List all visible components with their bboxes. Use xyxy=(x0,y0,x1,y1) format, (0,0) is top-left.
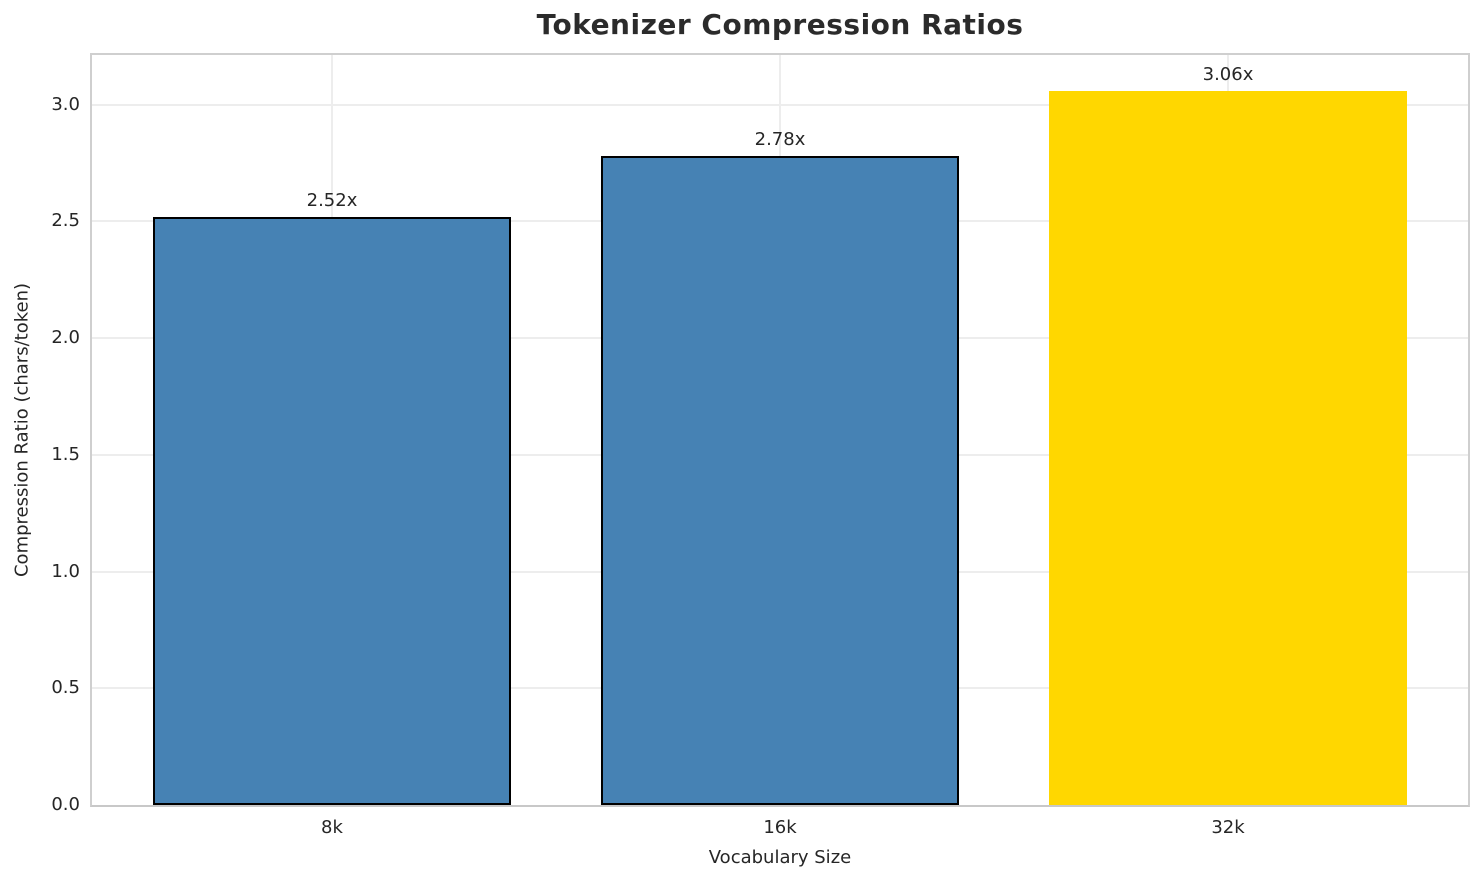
bar-value-label-32k: 3.06x xyxy=(1202,63,1254,85)
bar-value-label-16k: 2.78x xyxy=(754,129,806,151)
y-tick-label: 0.0 xyxy=(51,794,80,815)
y-tick-label: 2.0 xyxy=(51,327,80,349)
y-tick-label: 3.0 xyxy=(51,93,80,115)
x-tick-label-16k: 16k xyxy=(763,817,797,838)
y-axis-label: Compression Ratio (chars/token) xyxy=(11,282,33,578)
y-tick-label: 0.5 xyxy=(51,677,80,699)
y-tick-label: 1.5 xyxy=(51,443,80,465)
y-tick-label: 2.5 xyxy=(51,210,80,232)
x-tick-label-8k: 8k xyxy=(321,817,343,838)
x-tick-label-32k: 32k xyxy=(1211,817,1245,838)
bar-value-label-8k: 2.52x xyxy=(306,189,358,211)
plot-area: 0.0 0.5 1.0 1.5 2.0 2.5 3.0 2.52x 8k 2.78x 16k 3.06… xyxy=(51,53,1470,838)
bar-32k xyxy=(1049,90,1407,805)
chart-title: Tokenizer Compression Ratios xyxy=(536,8,1024,41)
bar-16k xyxy=(601,156,959,805)
x-axis-label: Vocabulary Size xyxy=(708,847,852,868)
bar-8k xyxy=(153,216,511,805)
y-tick-label: 1.0 xyxy=(51,560,80,582)
